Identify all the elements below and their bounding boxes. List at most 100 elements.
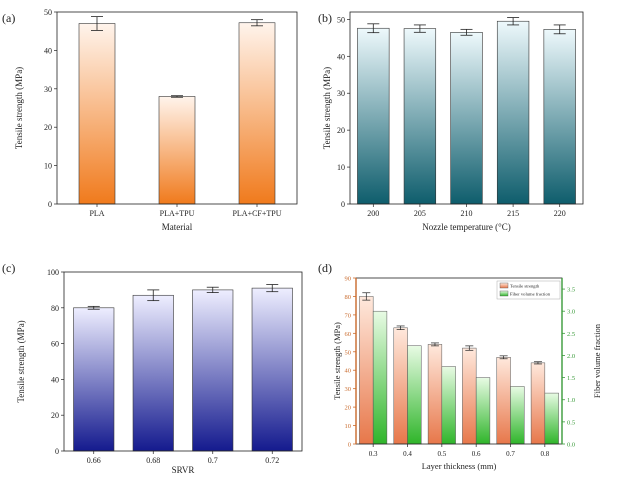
y-tick-label: 80 (51, 304, 59, 313)
y-tick-label-right: 0.0 (567, 442, 575, 449)
bar-fiber-volume-fraction (441, 366, 456, 445)
x-tick-label: 0.72 (265, 456, 279, 465)
y-tick-label: 20 (337, 126, 345, 135)
x-tick-label: 0.66 (87, 456, 101, 465)
bar-fiber-volume-fraction (407, 345, 422, 445)
x-tick-label: 200 (367, 209, 379, 218)
legend-label-tensile-strength: Tensile strength (510, 284, 540, 289)
y-tick-label-left: 80 (345, 294, 352, 301)
x-tick-label: PLA (89, 209, 104, 218)
chart-b: (b) 200 205 210 215 220 0 10 20 30 40 50 Nozzle temp… (318, 11, 584, 232)
y-axis-label: Tensile strength (MPa) (14, 67, 24, 149)
y-tick-label-right: 2.5 (567, 331, 575, 338)
y-tick-label-left: 20 (345, 405, 352, 412)
y-tick-label: 30 (44, 85, 52, 94)
y-tick-label-left: 90 (345, 276, 352, 283)
panel-label: (c) (2, 261, 15, 275)
y-tick-label-right: 3.0 (567, 309, 575, 316)
bar-tensile-strength (462, 347, 477, 445)
y-tick-label-left: 30 (345, 386, 352, 393)
x-axis-label: SRVR (172, 465, 195, 475)
x-axis-label: Nozzle temperature (°C) (422, 222, 511, 232)
chart-c: (c) 0.66 0.68 0.7 0.72 0 20 40 60 80 100 SRVR Tensil… (2, 261, 303, 475)
y-tick-label-left: 50 (345, 349, 352, 356)
y-tick-label: 50 (337, 15, 345, 24)
x-tick-label: 205 (414, 209, 426, 218)
plot-frame (349, 11, 584, 205)
bar-tensile-strength (530, 362, 546, 445)
y-tick-label: 20 (44, 123, 52, 132)
bar (192, 289, 234, 452)
x-tick-label: 0.7 (208, 456, 218, 465)
y-tick-label-left: 60 (345, 331, 352, 338)
y-axis-label: Tensile strength (MPa) (16, 320, 26, 402)
y-tick-label-right: 3.5 (567, 287, 575, 294)
legend-box (496, 280, 561, 300)
y-tick-label-right: 1.0 (567, 397, 575, 404)
bar (357, 27, 390, 205)
bar-tensile-strength (496, 357, 511, 445)
y-tick-label-left: 40 (345, 368, 352, 375)
panel-label: (b) (318, 11, 332, 25)
y-tick-label-right: 0.5 (567, 419, 575, 426)
y-tick-label: 30 (337, 89, 345, 98)
bar (78, 23, 116, 205)
legend-swatch-fiber-volume-fraction (499, 290, 509, 297)
x-tick-label: 0.7 (506, 450, 515, 458)
bar-tensile-strength (359, 296, 374, 445)
bar-fiber-volume-fraction (510, 386, 525, 445)
y-tick-label: 0 (48, 200, 52, 209)
x-tick-label: 0.68 (146, 456, 160, 465)
y-axis-label: Tensile strength (MPa) (322, 67, 332, 149)
x-tick-label: 0.3 (369, 450, 378, 458)
bar-fiber-volume-fraction (544, 392, 559, 445)
y-tick-label-left: 0 (348, 442, 351, 449)
bar-fiber-volume-fraction (475, 377, 491, 445)
y-tick-label: 60 (51, 340, 59, 349)
x-tick-label: 0.6 (472, 450, 481, 458)
bar (132, 294, 174, 452)
y-tick-label-right: 1.5 (567, 375, 575, 382)
bar (73, 307, 115, 452)
x-tick-label: 215 (507, 209, 519, 218)
y-tick-label: 40 (44, 46, 52, 55)
legend-swatch-tensile-strength (499, 282, 509, 289)
bar (496, 20, 530, 205)
bar (238, 22, 276, 205)
x-tick-label: 210 (461, 209, 473, 218)
y-tick-label: 0 (55, 447, 59, 456)
panel-label: (a) (2, 11, 15, 25)
x-tick-label: 220 (554, 209, 566, 218)
bar (543, 29, 576, 205)
x-axis-label: Layer thickness (mm) (422, 461, 497, 471)
plot-frame (63, 271, 303, 452)
legend: Tensile strength Fiber volume fraction (496, 280, 561, 300)
bar-fiber-volume-fraction (372, 310, 388, 445)
y-axis-label-left: Tensile strength (MPa) (332, 322, 342, 400)
bar (403, 28, 437, 205)
bar (158, 96, 196, 205)
y-tick-label: 40 (337, 52, 345, 61)
y-tick-label: 40 (51, 375, 59, 384)
y-tick-label-left: 10 (345, 423, 352, 430)
y-tick-label-right: 2.0 (567, 353, 575, 360)
x-tick-label: 0.5 (437, 450, 446, 458)
y-tick-label-left: 70 (345, 312, 352, 319)
chart-d: (d) 0.3 0.4 0.5 0.6 0.7 0.8 0 10 20 30 40 50 60 70 80 90… (318, 261, 602, 471)
x-tick-label: PLA+TPU (160, 209, 195, 218)
bar-tensile-strength (393, 327, 408, 445)
y-tick-label: 10 (337, 163, 345, 172)
y-tick-label: 0 (341, 200, 345, 209)
x-tick-label: 0.4 (403, 450, 412, 458)
y-tick-label: 20 (51, 411, 59, 420)
panel-label: (d) (318, 261, 332, 275)
y-tick-label: 100 (47, 268, 59, 277)
y-tick-label: 50 (44, 8, 52, 17)
x-axis-label: Material (162, 222, 193, 232)
x-tick-label: PLA+CF+TPU (232, 209, 281, 218)
bar (450, 32, 483, 205)
bar-tensile-strength (427, 344, 443, 445)
x-tick-label: 0.8 (540, 450, 549, 458)
plot-frame (56, 11, 298, 205)
y-tick-label: 10 (44, 162, 52, 171)
